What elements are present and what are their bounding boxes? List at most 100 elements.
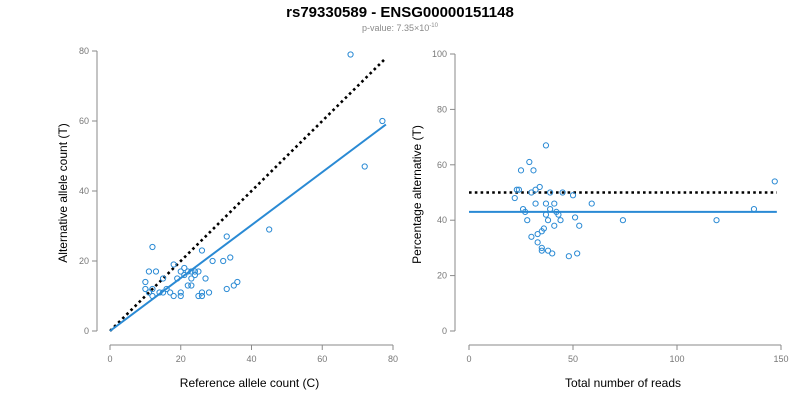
data-point: [266, 226, 273, 233]
x-axis-label: Reference allele count (C): [180, 376, 319, 390]
data-point: [569, 192, 577, 199]
data-point: [379, 117, 386, 125]
y-tick-label: 20: [79, 256, 89, 266]
x-tick-label: 40: [246, 354, 256, 364]
data-point: [198, 289, 206, 296]
y-tick-label: 40: [437, 215, 447, 225]
data-point: [163, 285, 170, 293]
data-point: [515, 186, 523, 193]
y-tick-label: 0: [84, 326, 89, 336]
data-point: [227, 254, 234, 261]
data-point: [534, 239, 541, 246]
data-point: [198, 247, 206, 254]
data-point: [220, 257, 227, 265]
x-tick-label: 80: [388, 354, 398, 364]
data-point: [576, 222, 583, 229]
data-point: [191, 271, 198, 279]
data-point: [223, 285, 230, 293]
data-point: [177, 289, 184, 296]
data-point: [528, 189, 535, 196]
y-tick-label: 40: [79, 186, 89, 196]
data-point: [559, 189, 566, 196]
y-tick-label: 80: [79, 46, 89, 56]
data-point: [142, 285, 149, 293]
data-point: [145, 268, 153, 275]
data-point: [177, 268, 184, 275]
data-point: [557, 217, 564, 224]
x-tick-label: 20: [176, 354, 186, 364]
data-point: [619, 217, 627, 224]
x-tick-label: 0: [107, 354, 112, 364]
data-point: [526, 158, 533, 166]
chart-subtitle: p-value: 7.35×10-10: [0, 23, 800, 33]
data-point: [551, 200, 558, 207]
data-point: [209, 257, 216, 265]
data-point: [159, 289, 167, 296]
reference-line: [109, 57, 387, 332]
data-point: [170, 292, 177, 300]
data-point: [174, 275, 181, 282]
x-tick-label: 150: [773, 354, 788, 364]
data-point: [188, 282, 195, 289]
data-point: [223, 233, 230, 240]
x-tick-label: 60: [317, 354, 327, 364]
x-axis-label: Total number of reads: [565, 376, 681, 390]
data-point: [528, 233, 535, 240]
x-tick-label: 100: [669, 354, 684, 364]
data-point: [542, 211, 550, 218]
y-axis-label: Percentage alternative (T): [410, 125, 424, 264]
data-point: [177, 292, 184, 300]
data-point: [145, 289, 153, 296]
chart-title: rs79330589 - ENSG00000151148: [286, 4, 514, 21]
data-point: [542, 142, 550, 149]
data-point: [532, 200, 539, 207]
data-point: [517, 167, 525, 174]
data-point: [347, 51, 354, 58]
data-point: [538, 247, 545, 254]
data-point: [565, 253, 572, 260]
data-point: [184, 282, 191, 289]
y-tick-label: 80: [437, 104, 447, 114]
data-point: [532, 186, 539, 193]
data-point: [524, 217, 531, 224]
data-point: [542, 200, 550, 207]
data-point: [205, 289, 213, 296]
right-panel-percentage: 0 50 100 150 0 20 40 60 80 100 Total number of rea…: [410, 49, 789, 390]
x-tick-label: 0: [466, 354, 471, 364]
data-point: [181, 271, 188, 279]
x-tick-label: 50: [568, 354, 578, 364]
data-point: [149, 285, 156, 293]
data-point: [750, 206, 758, 213]
data-point: [195, 292, 202, 300]
data-point: [544, 247, 552, 254]
data-point: [522, 208, 529, 215]
data-point: [149, 243, 156, 251]
data-point: [555, 211, 562, 218]
data-point: [142, 278, 149, 286]
data-point: [191, 268, 198, 275]
data-point: [551, 222, 558, 229]
data-point: [771, 178, 778, 185]
data-point: [188, 275, 195, 282]
data-point: [149, 292, 156, 300]
data-point: [547, 189, 554, 196]
data-point: [198, 292, 206, 300]
data-point: [544, 217, 552, 224]
data-point: [195, 268, 202, 275]
data-point: [159, 275, 167, 282]
data-point: [361, 163, 368, 170]
data-point: [188, 268, 195, 275]
data-point: [156, 289, 163, 296]
fit-line: [109, 123, 387, 332]
data-point: [234, 278, 241, 286]
data-point: [534, 230, 541, 238]
left-panel-allele-counts: 0 20 40 60 80 0 20 40 60 80 Reference allele count…: [56, 46, 398, 390]
data-point: [547, 206, 554, 213]
y-axis-label: Alternative allele count (T): [56, 123, 70, 262]
data-point: [530, 167, 537, 174]
y-tick-label: 20: [437, 271, 447, 281]
y-tick-label: 100: [432, 49, 447, 59]
data-point: [167, 289, 174, 296]
data-point: [511, 194, 518, 202]
